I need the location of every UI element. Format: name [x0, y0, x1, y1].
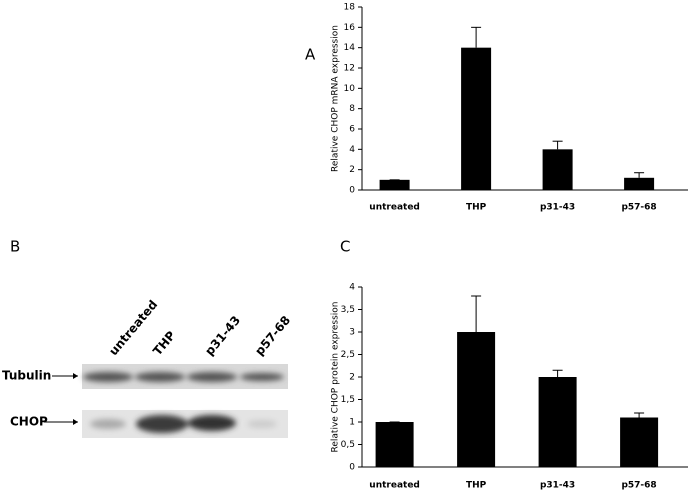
bar [542, 149, 573, 190]
bar [375, 422, 414, 467]
y-tick-label: 1 [349, 418, 355, 428]
error-bar [471, 295, 482, 332]
bar [457, 332, 496, 467]
bar [620, 417, 659, 467]
y-tick-label: 3 [349, 328, 355, 338]
error-bar [552, 369, 563, 377]
x-tick-label: p31-43 [540, 481, 575, 491]
y-tick-label: 1,5 [341, 395, 355, 405]
x-tick-label: p57-68 [621, 203, 656, 213]
blot-row-label: Tubulin [2, 369, 51, 383]
x-tick-label: untreated [369, 203, 420, 213]
western-blot [44, 364, 288, 438]
error-bar [552, 140, 563, 150]
error-bar [634, 172, 645, 178]
panel-label: A [305, 46, 316, 64]
y-tick-label: 14 [344, 43, 356, 53]
y-tick-label: 0 [349, 186, 355, 196]
blot-lane-label: p31-43 [202, 313, 243, 358]
y-tick-label: 18 [344, 3, 356, 13]
panel-label: C [340, 238, 350, 256]
y-tick-label: 0 [349, 463, 355, 473]
x-tick-label: p57-68 [621, 481, 656, 491]
y-tick-label: 12 [344, 64, 355, 74]
y-tick-label: 2 [349, 165, 355, 175]
x-tick-label: untreated [369, 481, 420, 491]
panel-label: B [10, 238, 20, 256]
y-axis-label: Relative CHOP mRNA expression [331, 25, 341, 172]
blot-row-label: CHOP [10, 415, 48, 429]
x-tick-label: THP [466, 481, 487, 491]
y-tick-label: 10 [344, 84, 356, 94]
y-tick-label: 2 [349, 373, 355, 383]
error-bar [634, 412, 645, 418]
bar [624, 177, 655, 190]
y-tick-label: 0,5 [341, 440, 355, 450]
y-tick-label: 3,5 [341, 305, 355, 315]
x-tick-label: p31-43 [540, 203, 575, 213]
x-tick-label: THP [466, 203, 487, 213]
y-tick-label: 6 [349, 125, 355, 135]
y-tick-label: 4 [349, 145, 355, 155]
y-tick-label: 8 [349, 104, 355, 114]
y-tick-label: 4 [349, 283, 355, 293]
bar [379, 179, 410, 190]
blot-lane-label: THP [150, 328, 178, 358]
y-tick-label: 2,5 [341, 350, 355, 360]
y-tick-label: 16 [344, 23, 356, 33]
blot-lane-label: p57-68 [252, 313, 293, 358]
error-bar [471, 26, 482, 48]
y-axis-label: Relative CHOP protein expression [331, 302, 341, 453]
bar [538, 377, 577, 467]
bar [461, 47, 492, 190]
